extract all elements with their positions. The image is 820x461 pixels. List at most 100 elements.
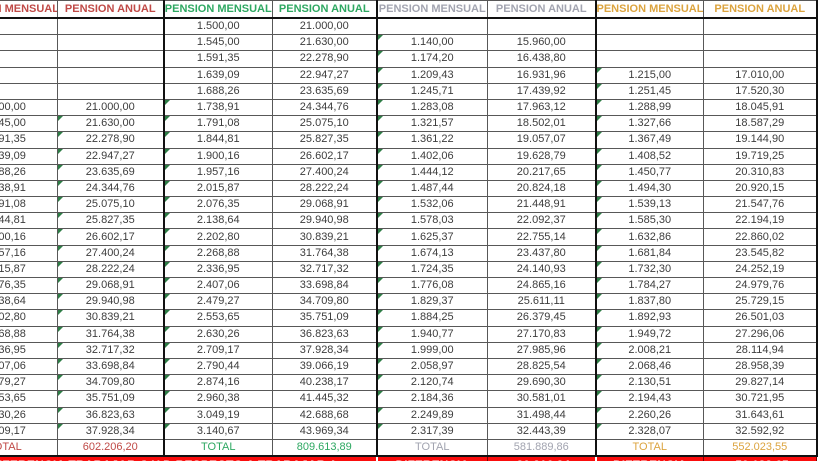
cell[interactable]: 22.755,14 — [487, 228, 597, 246]
cell[interactable]: 30.839,21 — [272, 228, 378, 246]
cell[interactable]: 2.790,44 — [163, 357, 273, 376]
cell[interactable]: 39.066,19 — [272, 357, 378, 376]
cell[interactable]: 35.751,09 — [57, 390, 165, 408]
cell[interactable]: 1.545,00 — [163, 34, 273, 52]
cell[interactable]: 1.215,00 — [595, 66, 704, 84]
cell[interactable]: 37.928,34 — [57, 422, 165, 440]
cell[interactable]: 22.278,90 — [272, 50, 378, 68]
cell[interactable]: 26.602,17 — [57, 228, 165, 246]
cell[interactable]: 2.479,27 — [0, 374, 58, 392]
cell[interactable]: 1.732,30 — [595, 260, 704, 279]
cell[interactable]: 21.000,00 — [272, 17, 378, 36]
cell[interactable] — [703, 50, 818, 68]
cell[interactable]: 27.296,06 — [703, 325, 818, 343]
cell[interactable]: 29.827,14 — [703, 374, 818, 392]
cell[interactable]: 28.958,39 — [703, 357, 818, 376]
cell[interactable]: 37.928,34 — [272, 341, 378, 359]
cell[interactable]: 1.999,00 — [376, 341, 488, 359]
cell[interactable]: 1.639,09 — [0, 147, 58, 165]
cell[interactable]: 2.138,64 — [0, 293, 58, 311]
cell[interactable]: 2.553,65 — [0, 390, 58, 408]
cell[interactable]: 31.764,38 — [57, 325, 165, 343]
cell[interactable]: 1.844,81 — [0, 212, 58, 230]
cell[interactable]: 29.068,91 — [272, 196, 378, 214]
cell[interactable]: 19.144,90 — [703, 131, 818, 149]
total-value-cell[interactable]: 581.889,86 — [487, 438, 597, 457]
column-header-cell[interactable]: PENSION MENSUAL — [163, 0, 273, 19]
cell[interactable]: 1.500,00 — [0, 98, 58, 117]
cell[interactable]: 1.140,00 — [376, 34, 488, 52]
cell[interactable]: 1.245,71 — [376, 82, 488, 100]
cell[interactable]: 29.940,98 — [272, 212, 378, 230]
cell[interactable]: 23.635,69 — [57, 163, 165, 181]
cell[interactable]: 29.690,30 — [487, 374, 597, 392]
cell[interactable]: 2.015,87 — [0, 260, 58, 279]
cell[interactable]: 1.500,00 — [163, 17, 273, 36]
cell[interactable]: 1.837,80 — [595, 293, 704, 311]
cell[interactable]: 31.498,44 — [487, 406, 597, 424]
cell[interactable] — [376, 17, 488, 36]
cell[interactable] — [703, 34, 818, 52]
cell[interactable]: 2.184,36 — [376, 390, 488, 408]
cell[interactable]: 2.076,35 — [0, 276, 58, 295]
cell[interactable]: 1.738,91 — [163, 98, 273, 117]
total-label-cell[interactable]: TOTAL — [163, 438, 273, 457]
cell[interactable]: 29.068,91 — [57, 276, 165, 295]
cell[interactable]: 2.553,65 — [163, 309, 273, 327]
cell[interactable] — [0, 82, 58, 100]
cell[interactable]: 26.501,03 — [703, 309, 818, 327]
cell[interactable]: 22.947,27 — [57, 147, 165, 165]
cell[interactable]: 1.940,77 — [376, 325, 488, 343]
cell[interactable]: 32.443,39 — [487, 422, 597, 440]
cell[interactable]: 24.140,93 — [487, 260, 597, 279]
total-value-cell[interactable]: 552.023,55 — [703, 438, 818, 457]
cell[interactable]: 20.920,15 — [703, 179, 818, 198]
cell[interactable]: 3.140,67 — [163, 422, 273, 440]
column-header-cell[interactable]: PENSION MENSUAL — [595, 0, 704, 19]
cell[interactable]: 1.251,45 — [595, 82, 704, 100]
cell[interactable]: 17.963,12 — [487, 98, 597, 117]
cell[interactable]: 1.791,08 — [0, 196, 58, 214]
cell[interactable]: 34.709,80 — [57, 374, 165, 392]
cell[interactable]: 1.884,25 — [376, 309, 488, 327]
cell[interactable]: 32.717,32 — [57, 341, 165, 359]
cell[interactable] — [57, 82, 165, 100]
cell[interactable]: 1.829,37 — [376, 293, 488, 311]
cell[interactable]: 1.209,43 — [376, 66, 488, 84]
cell[interactable]: 26.602,17 — [272, 147, 378, 165]
cell[interactable]: 2.194,43 — [595, 390, 704, 408]
cell[interactable]: 30.721,95 — [703, 390, 818, 408]
column-header-cell[interactable]: PENSION ANUAL — [487, 0, 597, 19]
cell[interactable]: 2.874,16 — [163, 374, 273, 392]
cell[interactable] — [703, 17, 818, 36]
cell[interactable]: 3.049,19 — [163, 406, 273, 424]
cell[interactable]: 40.238,17 — [272, 374, 378, 392]
cell[interactable]: 1.591,35 — [0, 131, 58, 149]
cell[interactable]: 2.008,21 — [595, 341, 704, 359]
cell[interactable]: 1.949,72 — [595, 325, 704, 343]
cell[interactable]: 2.068,46 — [595, 357, 704, 376]
column-header-cell[interactable]: PENSION MENSUAL — [376, 0, 488, 19]
cell[interactable]: 1.674,13 — [376, 244, 488, 262]
cell[interactable]: 20.824,18 — [487, 179, 597, 198]
cell[interactable] — [0, 66, 58, 84]
cell[interactable]: 2.336,95 — [0, 341, 58, 359]
cell[interactable] — [0, 17, 58, 36]
cell[interactable]: 2.268,88 — [163, 244, 273, 262]
cell[interactable]: 23.635,69 — [272, 82, 378, 100]
diferencia-value-cell[interactable]: -20.316,34 — [487, 454, 596, 461]
cell[interactable]: 2.407,06 — [163, 276, 273, 295]
cell[interactable]: 25.827,35 — [272, 131, 378, 149]
cell[interactable]: 21.000,00 — [57, 98, 165, 117]
cell[interactable]: 1.450,77 — [595, 163, 704, 181]
cell[interactable]: 2.202,80 — [163, 228, 273, 246]
cell[interactable]: 21.547,76 — [703, 196, 818, 214]
cell[interactable]: 21.630,00 — [57, 115, 165, 133]
cell[interactable]: 1.957,16 — [163, 163, 273, 181]
cell[interactable]: 32.592,92 — [703, 422, 818, 440]
cell[interactable]: 28.222,24 — [272, 179, 378, 198]
cell[interactable]: 2.630,26 — [0, 406, 58, 424]
cell[interactable] — [57, 17, 165, 36]
diferencia-label-cell[interactable]: DIFERENCIA — [594, 454, 704, 461]
cell[interactable]: 32.717,32 — [272, 260, 378, 279]
